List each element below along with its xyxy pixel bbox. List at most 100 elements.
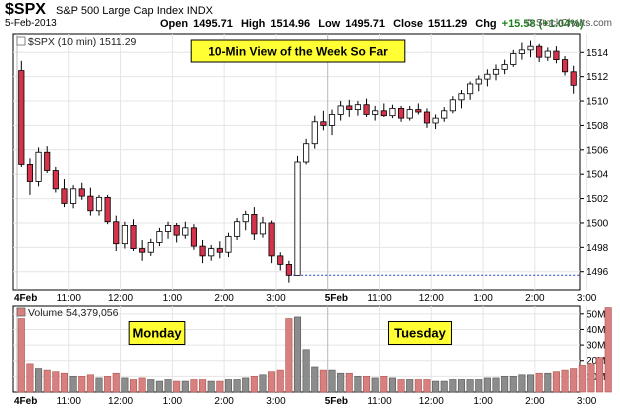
volume-bar (397, 379, 405, 393)
volume-bar (242, 377, 250, 393)
candle-body (104, 196, 111, 223)
volume-bar (302, 349, 310, 393)
legend-swatch (16, 36, 26, 46)
price-tick-label: 1506 (586, 145, 609, 156)
candle-body (320, 121, 327, 126)
volume-x-tick-label: 12:00 (108, 396, 133, 407)
volume-x-tick-label: 2:00 (214, 396, 234, 407)
candle-body (294, 161, 301, 276)
volume-x-tick-label: 11:00 (57, 396, 82, 407)
volume-x-tick-label: 3:00 (577, 396, 597, 407)
candle-body (415, 109, 422, 113)
volume-bar (587, 363, 595, 393)
candle-body (44, 151, 51, 171)
volume-bar (104, 376, 112, 393)
candle-body (173, 224, 180, 236)
candle-body (536, 45, 543, 58)
volume-bar (501, 376, 509, 393)
price-tick-label: 1500 (586, 218, 609, 229)
volume-bar (155, 380, 163, 393)
volume-bar (173, 380, 181, 393)
volume-x-tick-label: 3:00 (266, 396, 286, 407)
volume-bar (561, 369, 569, 393)
price-tick-label: 1496 (586, 267, 609, 278)
price-tick-label: 1512 (586, 72, 609, 83)
volume-bar (224, 379, 232, 393)
volume-bar (311, 366, 319, 393)
volume-bar (147, 379, 155, 393)
high-value: 1514.96 (270, 18, 311, 30)
volume-bar (380, 376, 388, 393)
candle-body (190, 227, 198, 247)
candle-body (156, 231, 163, 243)
close-value: 1511.29 (428, 18, 468, 30)
volume-bar (250, 376, 258, 393)
volume-bar (570, 368, 578, 393)
volume-x-tick-label: 11:00 (367, 396, 392, 407)
volume-bar (52, 371, 60, 393)
volume-bar (35, 368, 43, 393)
volume-bar (483, 377, 491, 393)
volume-x-tick-label: 5Feb (325, 396, 348, 407)
volume-bar (259, 374, 267, 393)
volume-bar (207, 380, 215, 393)
volume-tick-label: 30M (586, 341, 605, 352)
candle-body (328, 114, 336, 126)
candle-body (372, 110, 379, 115)
candle-body (406, 109, 413, 119)
volume-bar (337, 372, 345, 393)
candle-body (475, 78, 482, 85)
volume-bar (432, 380, 440, 393)
candle-body (363, 104, 370, 115)
candle-body (449, 99, 456, 112)
volume-bar (199, 379, 207, 393)
volume-tick-label: 20M (586, 356, 605, 367)
candle-body (121, 224, 128, 245)
volume-bar (319, 369, 327, 393)
volume-bar (440, 380, 448, 393)
volume-bar (190, 379, 198, 393)
exchange: INDX (186, 5, 213, 17)
volume-bar (423, 379, 431, 393)
volume-bar (526, 374, 535, 393)
price-x-tick-label: 1:00 (473, 293, 493, 304)
candle-body (527, 45, 534, 51)
volume-bar (86, 374, 94, 393)
watermark: © StockCharts.com (525, 18, 612, 29)
volume-bar (414, 379, 422, 393)
candle-body (234, 221, 241, 237)
candle-body (432, 117, 439, 124)
candle-body (164, 224, 172, 232)
candle-body (501, 64, 508, 70)
volume-bar (604, 307, 612, 393)
volume-legend: Volume 54,379,056 (28, 307, 119, 319)
price-x-tick-label: 12:00 (108, 293, 133, 304)
volume-bar (518, 374, 526, 393)
volume-bar (129, 379, 138, 393)
candle-body (544, 50, 551, 58)
index-name: S&P 500 Large Cap Index (56, 5, 184, 17)
candle-body (492, 68, 500, 75)
price-tick-label: 1502 (586, 194, 609, 205)
open-label: Open (160, 18, 189, 30)
volume-bar (17, 318, 25, 393)
candle-body (346, 105, 353, 110)
volume-x-tick-label: 12:00 (419, 396, 444, 407)
candle-body (199, 245, 206, 257)
volume-bar (328, 369, 336, 393)
candle-body (130, 224, 137, 249)
volume-bar (509, 376, 517, 393)
candle-body (147, 242, 154, 253)
volume-bar (95, 377, 103, 393)
price-x-tick-label: 3:00 (577, 293, 597, 304)
security-name: S&P 500 Large Cap Index INDX (56, 5, 213, 17)
volume-bar (363, 376, 371, 393)
candle-body (510, 53, 517, 65)
price-x-tick-label: 4Feb (14, 293, 37, 304)
close-label: Close (393, 18, 424, 30)
candle-body (354, 104, 361, 110)
candle-body (467, 83, 474, 95)
candle-body (389, 107, 396, 117)
price-tick-label: 1514 (586, 48, 609, 59)
